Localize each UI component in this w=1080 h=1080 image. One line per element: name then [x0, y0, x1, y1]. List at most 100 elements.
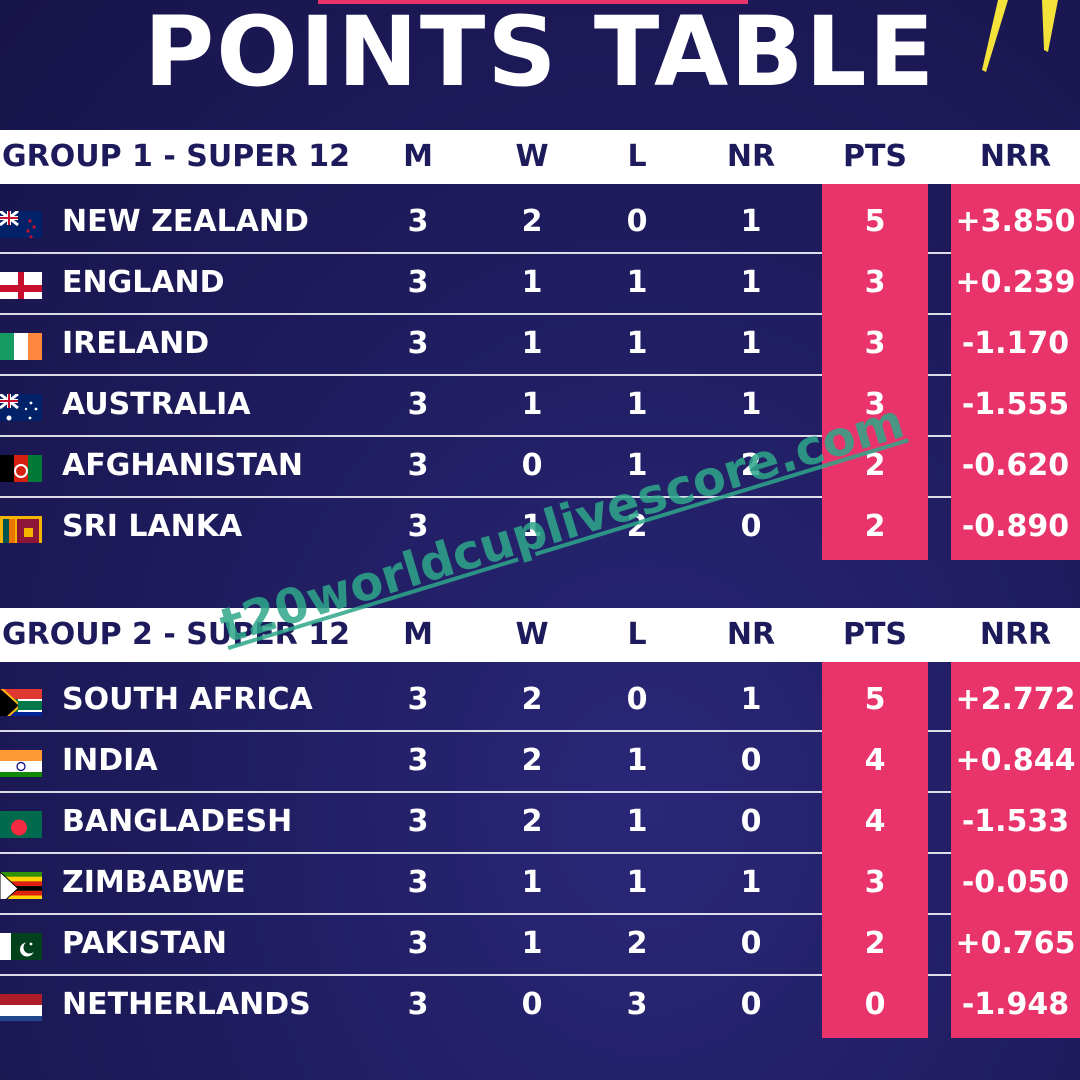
cell-nr: 0: [740, 743, 762, 778]
table-row: ENGLAND 3 1 1 1 3 +0.239: [0, 253, 1080, 313]
cell-m: 3: [407, 326, 429, 361]
cell-l: 1: [626, 326, 648, 361]
cell-nrr: -1.170: [961, 326, 1070, 361]
cell-nr: 1: [740, 326, 762, 361]
australia-flag-icon: [0, 388, 42, 421]
cell-l: 1: [626, 743, 648, 778]
cell-nrr: +3.850: [955, 204, 1076, 239]
pakistan-flag-icon: [0, 927, 42, 960]
team-name: IRELAND: [62, 326, 210, 361]
column-header-w: W: [515, 139, 549, 174]
cell-nr: 2: [740, 448, 762, 483]
cell-l: 0: [626, 682, 648, 717]
row-divider: [928, 852, 951, 854]
cell-nr: 0: [740, 987, 762, 1022]
cell-w: 1: [521, 387, 543, 422]
cell-w: 2: [521, 682, 543, 717]
team-name: PAKISTAN: [62, 926, 227, 961]
cell-nrr: -1.555: [961, 387, 1070, 422]
cell-m: 3: [407, 865, 429, 900]
cell-w: 2: [521, 743, 543, 778]
table-row: NEW ZEALAND 3 2 0 1 5 +3.850: [0, 192, 1080, 252]
cell-nr: 1: [740, 265, 762, 300]
row-divider: [928, 374, 951, 376]
table-row: AFGHANISTAN 3 0 1 2 2 -0.620: [0, 436, 1080, 496]
cell-nrr: -0.050: [961, 865, 1070, 900]
column-header-m: M: [403, 139, 433, 174]
cell-nrr: -0.620: [961, 448, 1070, 483]
row-divider: [928, 791, 951, 793]
cell-nrr: +0.844: [955, 743, 1076, 778]
cell-m: 3: [407, 448, 429, 483]
team-name: AFGHANISTAN: [62, 448, 303, 483]
cell-w: 1: [521, 265, 543, 300]
cell-m: 3: [407, 387, 429, 422]
row-divider: [928, 435, 951, 437]
team-name: BANGLADESH: [62, 804, 293, 839]
row-divider: [928, 913, 951, 915]
team-name: INDIA: [62, 743, 158, 778]
cell-w: 2: [521, 804, 543, 839]
cell-nr: 1: [740, 682, 762, 717]
table-row: ZIMBABWE 3 1 1 1 3 -0.050: [0, 853, 1080, 913]
cell-w: 1: [521, 509, 543, 544]
team-name: SRI LANKA: [62, 509, 243, 544]
cell-l: 3: [626, 987, 648, 1022]
cell-l: 2: [626, 926, 648, 961]
row-divider: [0, 791, 822, 793]
row-divider: [0, 374, 822, 376]
cell-w: 0: [521, 987, 543, 1022]
row-divider: [0, 913, 822, 915]
cell-nr: 0: [740, 804, 762, 839]
team-name: NEW ZEALAND: [62, 204, 309, 239]
row-divider: [0, 496, 822, 498]
cell-nrr: -1.948: [961, 987, 1070, 1022]
table-row: IRELAND 3 1 1 1 3 -1.170: [0, 314, 1080, 374]
cell-pts: 3: [864, 265, 886, 300]
table-row: AUSTRALIA 3 1 1 1 3 -1.555: [0, 375, 1080, 435]
cell-pts: 5: [864, 682, 886, 717]
page-title: POINTS TABLE: [143, 0, 937, 108]
cell-w: 1: [521, 926, 543, 961]
cell-m: 3: [407, 204, 429, 239]
team-name: ZIMBABWE: [62, 865, 246, 900]
column-header-nr: NR: [726, 139, 776, 174]
cell-pts: 3: [864, 326, 886, 361]
cell-pts: 2: [864, 509, 886, 544]
england-flag-icon: [0, 266, 42, 299]
new-zealand-flag-icon: [0, 205, 42, 238]
row-divider: [928, 496, 951, 498]
nrr-highlight-band: [951, 184, 1080, 560]
column-header-nrr: NRR: [979, 617, 1052, 652]
table-row: NETHERLANDS 3 0 3 0 0 -1.948: [0, 975, 1080, 1035]
cell-pts: 4: [864, 804, 886, 839]
cell-m: 3: [407, 804, 429, 839]
cell-w: 0: [521, 448, 543, 483]
india-flag-icon: [0, 744, 42, 777]
ireland-flag-icon: [0, 327, 42, 360]
cell-m: 3: [407, 682, 429, 717]
column-header-l: L: [627, 617, 647, 652]
cell-nrr: -1.533: [961, 804, 1070, 839]
cell-nr: 1: [740, 387, 762, 422]
cell-pts: 2: [864, 448, 886, 483]
cell-m: 3: [407, 265, 429, 300]
group-header: GROUP 2 - SUPER 12 M W L NR PTS NRR: [0, 608, 1080, 662]
cell-m: 3: [407, 509, 429, 544]
cell-nrr: +0.765: [955, 926, 1076, 961]
cell-w: 1: [521, 326, 543, 361]
column-header-pts: PTS: [842, 617, 908, 652]
zimbabwe-flag-icon: [0, 866, 42, 899]
netherlands-flag-icon: [0, 988, 42, 1021]
row-divider: [0, 974, 822, 976]
cell-l: 1: [626, 448, 648, 483]
bangladesh-flag-icon: [0, 805, 42, 838]
cell-pts: 4: [864, 743, 886, 778]
cell-pts: 3: [864, 387, 886, 422]
sri-lanka-flag-icon: [0, 510, 42, 543]
row-divider: [928, 730, 951, 732]
column-header-nr: NR: [726, 617, 776, 652]
cell-pts: 0: [864, 987, 886, 1022]
team-name: AUSTRALIA: [62, 387, 251, 422]
row-divider: [0, 852, 822, 854]
